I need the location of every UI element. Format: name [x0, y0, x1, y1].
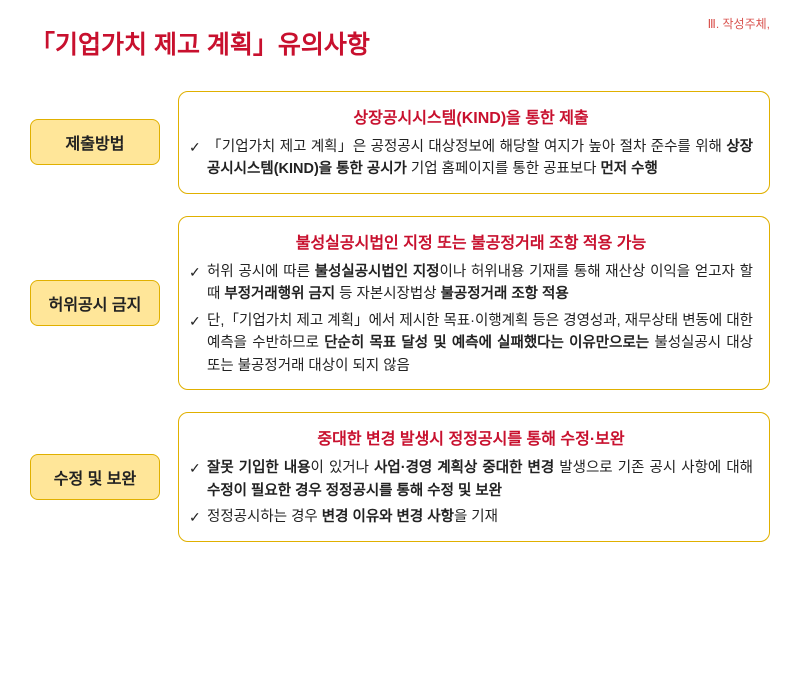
section-content: 상장공시시스템(KIND)을 통한 제출 ✓「기업가치 제고 계획」은 공정공시 …: [178, 91, 770, 194]
bullet-item: ✓정정공시하는 경우 변경 이유와 변경 사항을 기재: [189, 506, 753, 529]
page-title: 「기업가치 제고 계획」유의사항: [30, 25, 770, 61]
check-icon: ✓: [189, 311, 207, 333]
section-content: 불성실공시법인 지정 또는 불공정거래 조항 적용 가능 ✓허위 공시에 따른 불…: [178, 216, 770, 390]
section-row: 제출방법 상장공시시스템(KIND)을 통한 제출 ✓「기업가치 제고 계획」은 공…: [30, 91, 770, 194]
bullet-text: 단,「기업가치 제고 계획」에서 제시한 목표·이행계획 등은 경영성과, 재무…: [207, 310, 753, 377]
section-heading: 불성실공시법인 지정 또는 불공정거래 조항 적용 가능: [189, 229, 753, 253]
sections-container: 제출방법상장공시시스템(KIND)을 통한 제출✓「기업가치 제고 계획」은 공…: [30, 91, 770, 542]
bullet-item: ✓단,「기업가치 제고 계획」에서 제시한 목표·이행계획 등은 경영성과, 재…: [189, 310, 753, 377]
section-row: 허위공시 금지 불성실공시법인 지정 또는 불공정거래 조항 적용 가능 ✓허위 공…: [30, 216, 770, 390]
section-label: 제출방법: [30, 119, 160, 165]
section-heading: 중대한 변경 발생시 정정공시를 통해 수정·보완: [189, 425, 753, 449]
breadcrumb-label: Ⅲ. 작성주체,: [708, 15, 770, 32]
section-row: 수정 및 보완 중대한 변경 발생시 정정공시를 통해 수정·보완 ✓잘못 기입한 …: [30, 412, 770, 542]
section-content: 중대한 변경 발생시 정정공시를 통해 수정·보완 ✓잘못 기입한 내용이 있거나…: [178, 412, 770, 542]
bullet-item: ✓「기업가치 제고 계획」은 공정공시 대상정보에 해당할 여지가 높아 절차 …: [189, 136, 753, 181]
bullet-text: 허위 공시에 따른 불성실공시법인 지정이나 허위내용 기재를 통해 재산상 이…: [207, 261, 753, 306]
bullet-item: ✓잘못 기입한 내용이 있거나 사업·경영 계획상 중대한 변경 발생으로 기존…: [189, 457, 753, 502]
section-label: 허위공시 금지: [30, 280, 160, 326]
check-icon: ✓: [189, 137, 207, 159]
bullet-text: 잘못 기입한 내용이 있거나 사업·경영 계획상 중대한 변경 발생으로 기존 …: [207, 457, 753, 502]
check-icon: ✓: [189, 458, 207, 480]
bullet-item: ✓허위 공시에 따른 불성실공시법인 지정이나 허위내용 기재를 통해 재산상 …: [189, 261, 753, 306]
check-icon: ✓: [189, 507, 207, 529]
bullet-text: 「기업가치 제고 계획」은 공정공시 대상정보에 해당할 여지가 높아 절차 준…: [207, 136, 753, 181]
section-heading: 상장공시시스템(KIND)을 통한 제출: [189, 104, 753, 128]
section-label: 수정 및 보완: [30, 454, 160, 500]
bullet-text: 정정공시하는 경우 변경 이유와 변경 사항을 기재: [207, 506, 753, 528]
check-icon: ✓: [189, 262, 207, 284]
